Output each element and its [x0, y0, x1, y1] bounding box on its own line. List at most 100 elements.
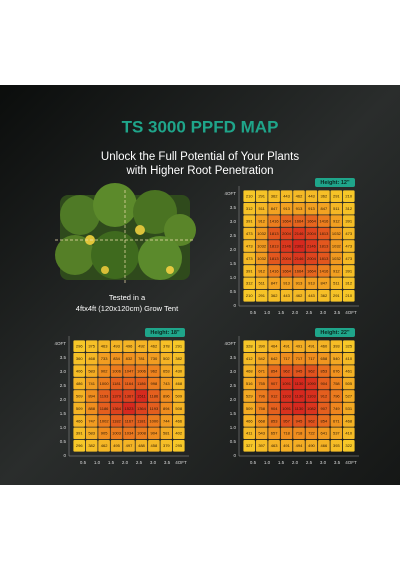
cell — [330, 252, 343, 265]
cell — [268, 390, 280, 402]
cell-value: 1167 — [125, 418, 134, 423]
cell-value: 511 — [258, 206, 265, 211]
cell-value: 464 — [271, 344, 278, 349]
cell — [280, 227, 293, 240]
cell — [255, 277, 268, 290]
cell — [123, 365, 135, 377]
cell-value: 2302 — [295, 243, 305, 248]
cell-value: 1034 — [125, 431, 135, 436]
cell-value: 733 — [101, 356, 108, 361]
x-tick-label: 1.5 — [278, 310, 285, 315]
cell-value: 508 — [175, 406, 182, 411]
cell-value: 945 — [296, 418, 303, 423]
cell — [85, 352, 98, 365]
cell — [172, 365, 185, 377]
cell-value: 653 — [163, 368, 170, 373]
cell — [110, 427, 123, 440]
cell-value: 1364 — [137, 406, 147, 411]
cell — [172, 402, 185, 415]
cell-value: 296 — [76, 344, 83, 349]
cell — [243, 227, 256, 240]
cell — [148, 427, 160, 440]
cell — [268, 190, 280, 203]
cell — [160, 365, 173, 377]
y-tick-label: 3.0 — [60, 369, 67, 374]
cell — [73, 377, 86, 390]
cell-value: 758 — [258, 406, 265, 411]
cell — [330, 415, 343, 427]
cell-value: 1664 — [282, 268, 292, 273]
cell-value: 1416 — [319, 268, 329, 273]
cell — [73, 402, 86, 415]
cell-value: 312 — [246, 281, 253, 286]
cell-value: 676 — [333, 368, 340, 373]
cell-value: 905 — [101, 431, 108, 436]
cell-value: 583 — [88, 368, 95, 373]
cell — [73, 352, 86, 365]
cell-value: 904 — [321, 381, 328, 386]
cell-value: 312 — [345, 206, 352, 211]
cell-value: 362 — [271, 194, 278, 199]
cell — [160, 427, 173, 440]
cell — [255, 215, 268, 227]
cell — [342, 365, 355, 377]
cell-value: 641 — [321, 431, 328, 436]
cell — [305, 289, 318, 302]
cell — [135, 377, 148, 390]
cell-value: 327 — [246, 443, 253, 448]
cell — [330, 265, 343, 277]
cell-value: 1664 — [295, 268, 305, 273]
cell — [342, 402, 355, 415]
cell-value: 718 — [283, 431, 290, 436]
cell-value: 888 — [88, 406, 95, 411]
cell — [148, 439, 160, 452]
cell-value: 391 — [345, 268, 352, 273]
cell — [280, 352, 293, 365]
cell-value: 1032 — [257, 243, 267, 248]
cell-value: 509 — [175, 393, 182, 398]
cell-value: 962 — [283, 368, 290, 373]
cell-value: 362 — [321, 194, 328, 199]
cell-value: 375 — [88, 344, 95, 349]
cell — [160, 352, 173, 365]
cell — [342, 390, 355, 402]
cell — [293, 340, 305, 353]
cell — [293, 427, 305, 440]
x-tick-label: 2.0 — [122, 460, 129, 465]
x-tick-label: 1.0 — [264, 310, 271, 315]
cell-value: 957 — [283, 418, 290, 423]
cell — [293, 439, 305, 452]
cell-value: 1000 — [100, 381, 110, 386]
cell-value: 1664 — [295, 218, 305, 223]
cell-value: 391 — [246, 268, 253, 273]
cell-value: 1164 — [125, 381, 134, 386]
y-tick-label: 3.0 — [230, 219, 237, 224]
x-tick-label: 2.5 — [136, 460, 143, 465]
cell-value: 1813 — [270, 256, 280, 261]
cell — [293, 227, 305, 240]
cell — [243, 215, 256, 227]
cell-value: 473 — [345, 231, 352, 236]
cell-value: 1664 — [307, 218, 317, 223]
cell — [135, 439, 148, 452]
cell — [73, 439, 86, 452]
cell-value: 312 — [345, 281, 352, 286]
cell — [305, 415, 318, 427]
cell — [243, 265, 256, 277]
cell — [123, 402, 135, 415]
cell-value: 962 — [308, 418, 315, 423]
cell — [172, 427, 185, 440]
y-tick-label: 3.5 — [230, 355, 237, 360]
cell — [268, 352, 280, 365]
cell — [280, 402, 293, 415]
cell — [280, 439, 293, 452]
cell — [98, 340, 110, 353]
cell-value: 410 — [345, 431, 352, 436]
cell — [330, 340, 343, 353]
x-tick-label: 4OFT — [345, 310, 357, 315]
cell — [318, 277, 330, 290]
cell — [293, 390, 305, 402]
x-tick-label: 0.5 — [80, 460, 87, 465]
cell-value: 468 — [175, 381, 182, 386]
cell — [255, 340, 268, 353]
